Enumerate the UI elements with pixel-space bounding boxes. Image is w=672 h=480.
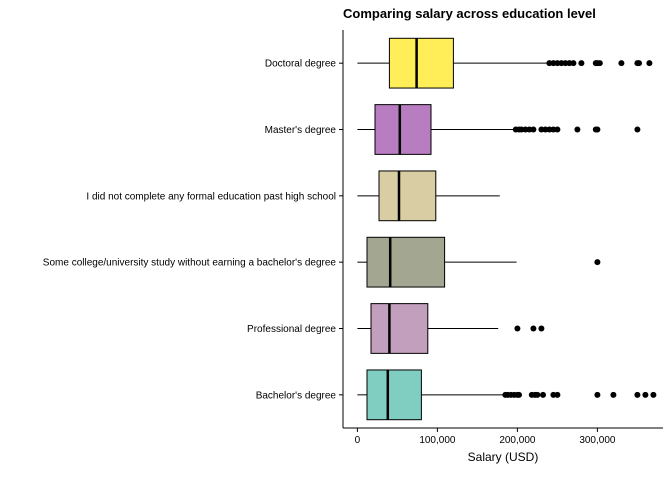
outlier-point [516,391,522,398]
box-group [357,303,545,354]
outlier-point [578,60,585,67]
outlier-point [514,325,521,332]
x-tick-label: 100,000 [419,435,456,446]
x-tick-label: 200,000 [499,435,536,446]
outlier-point [538,325,545,332]
outlier-point [596,60,603,67]
y-tick-label: Some college/university study without ea… [43,258,337,269]
box [366,236,446,288]
box-group [357,236,601,288]
outlier-point [634,391,641,398]
outlier-point [554,391,561,398]
chart-title: Comparing salary across education level [343,6,596,21]
y-axis-labels: Doctoral degree Master's degree I did not … [43,59,343,401]
y-tick-label: Bachelor's degree [256,390,337,401]
outlier-point [610,391,617,398]
outlier-point [646,60,653,67]
x-tick-label: 0 [355,435,361,446]
outlier-point [534,391,541,398]
box-group [357,104,641,155]
box [378,170,437,222]
outlier-point [554,126,561,133]
box-group [357,37,653,89]
plot-area [357,37,657,421]
y-tick-label: Professional degree [247,324,336,335]
y-tick-label: Doctoral degree [265,59,337,70]
box [388,37,454,89]
x-tick-label: 300,000 [579,435,616,446]
outlier-point [540,391,546,398]
outlier-point [594,126,601,133]
outlier-point [642,391,649,398]
outlier-point [650,391,657,398]
outlier-point [574,126,581,133]
box [374,104,432,155]
x-axis-ticks: 0 100,000 200,000 300,000 [355,428,616,446]
y-tick-label: I did not complete any formal education … [86,191,336,202]
y-tick-label: Master's degree [265,125,337,136]
box [366,369,422,421]
outlier-point [634,126,641,133]
x-axis-title: Salary (USD) [468,450,539,464]
outlier-point [530,325,537,332]
box [370,303,429,354]
outlier-point [594,259,601,266]
outlier-point [618,60,625,67]
box-group [357,170,500,222]
box-group [357,369,657,421]
outlier-point [570,60,577,67]
outlier-point [530,126,537,133]
outlier-point [636,60,642,67]
outlier-point [594,391,601,398]
